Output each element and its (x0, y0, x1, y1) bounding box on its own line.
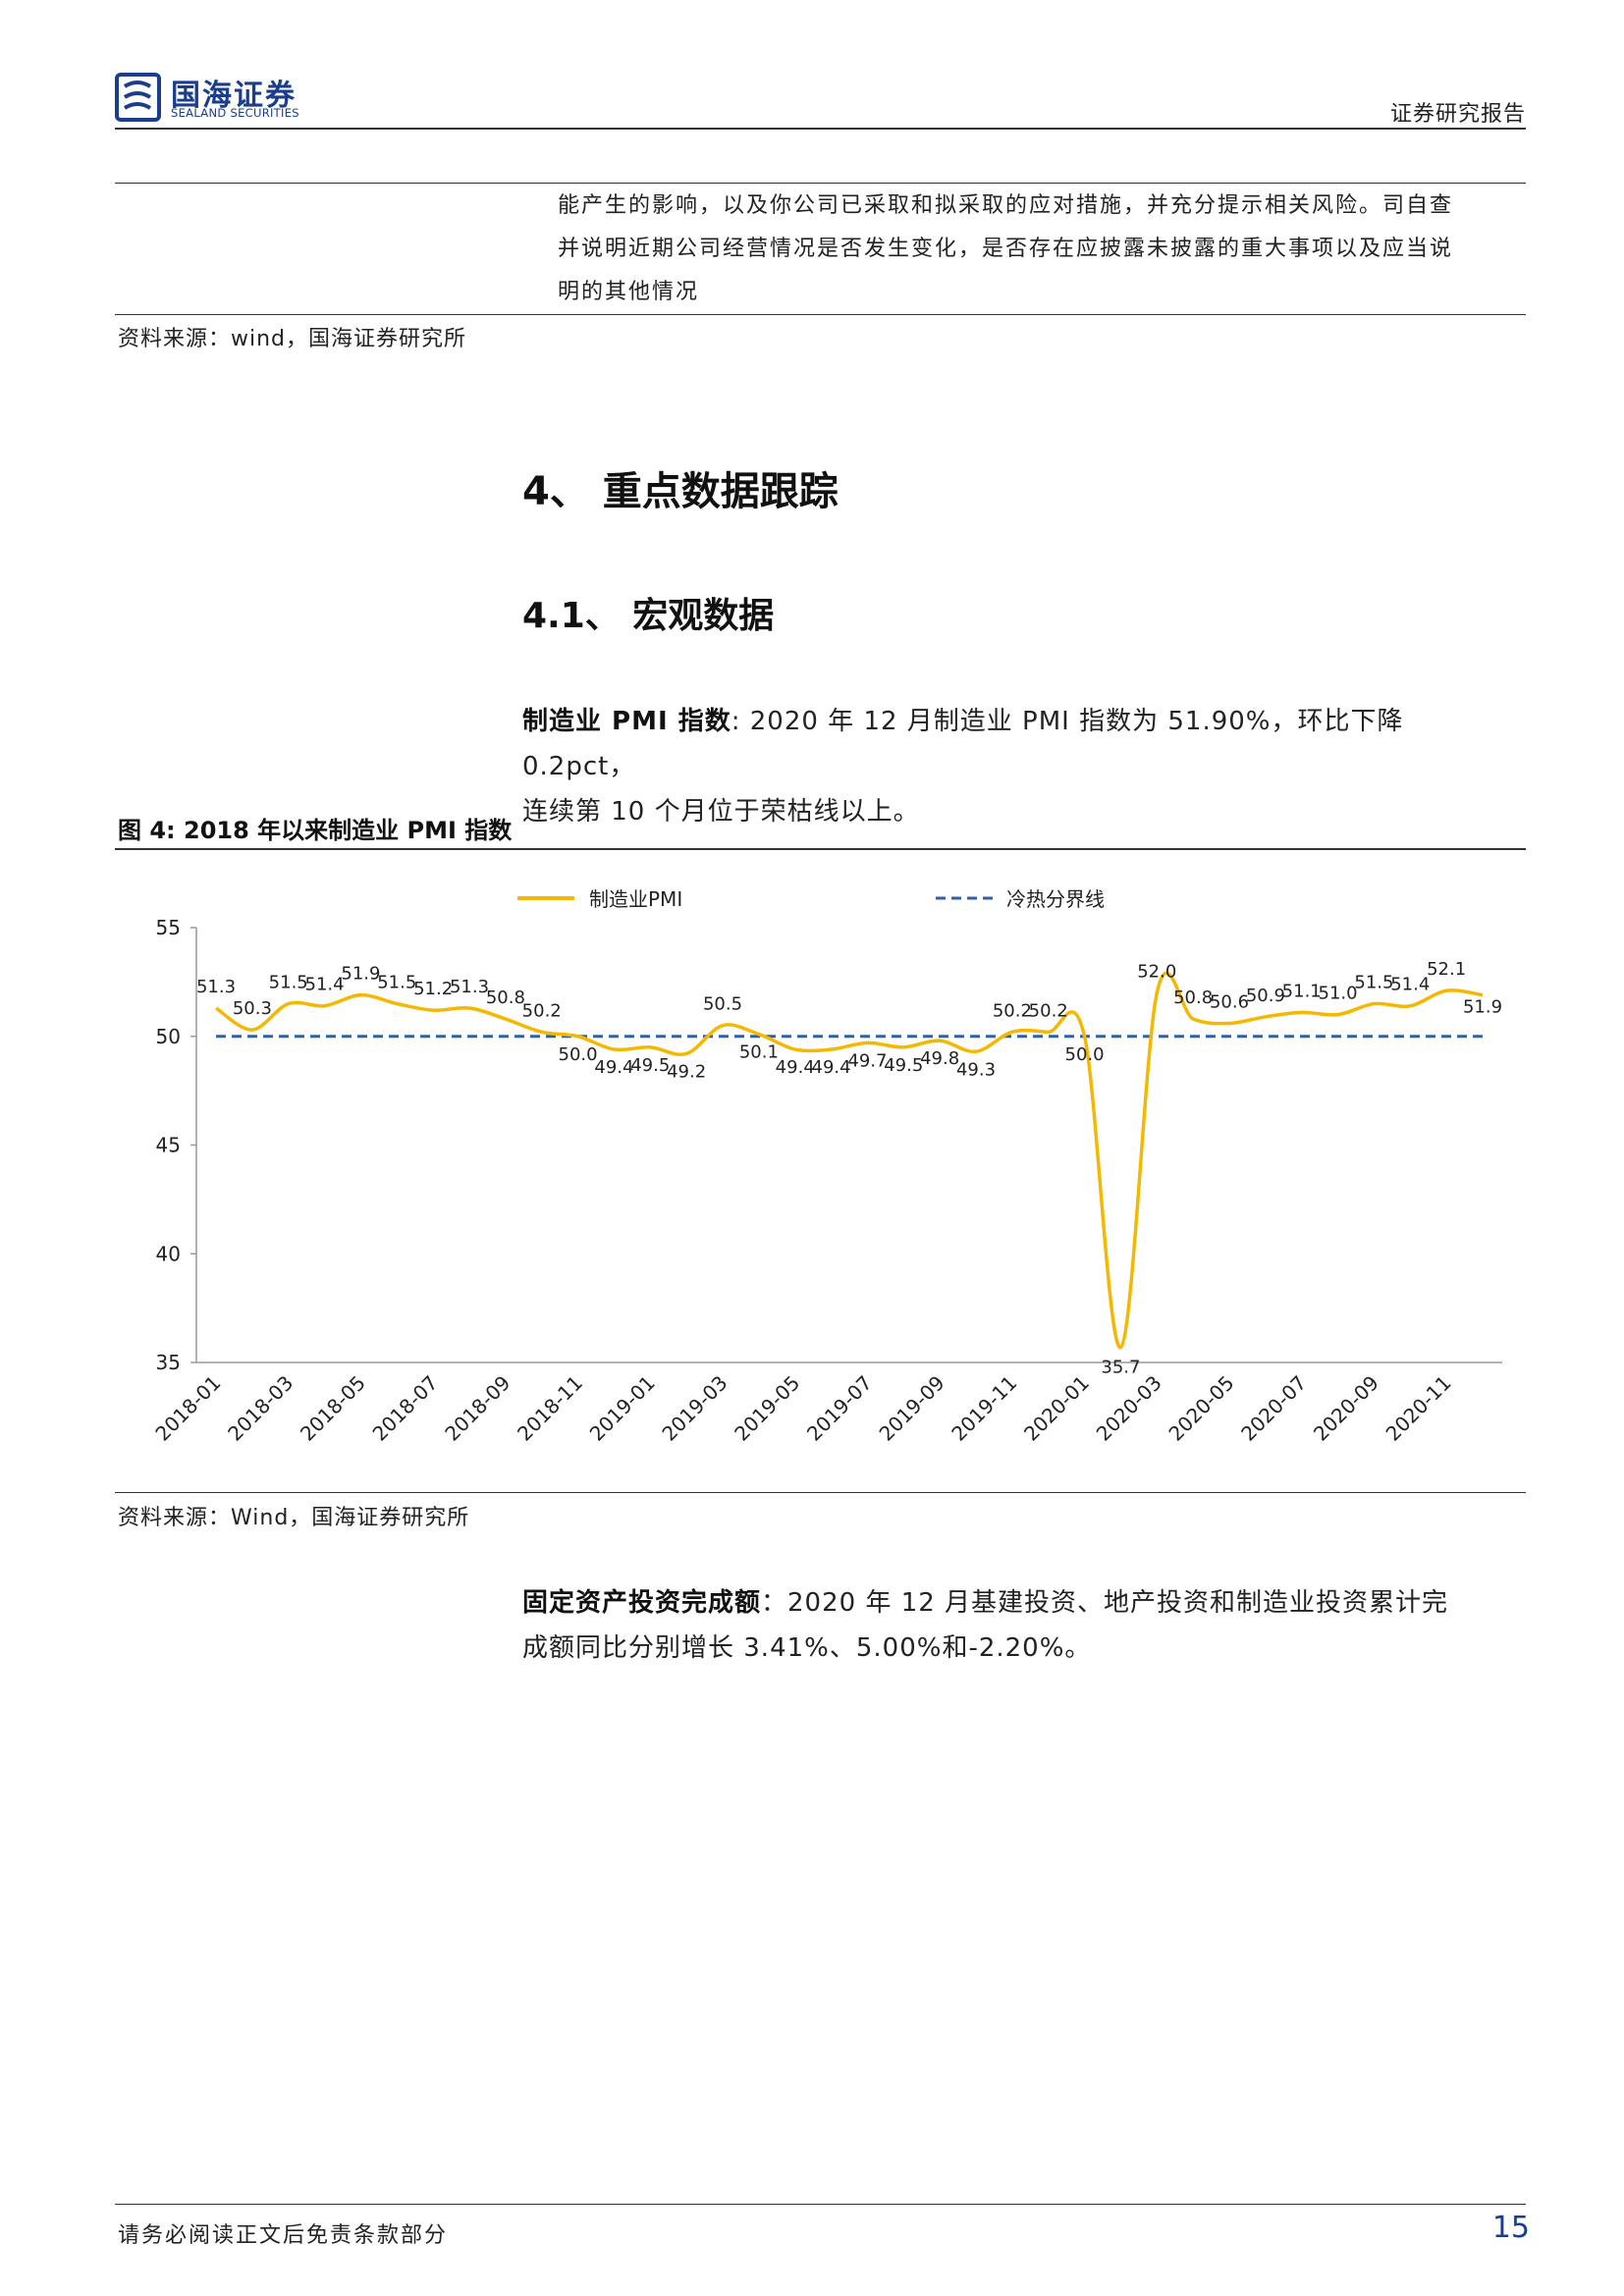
x-tick-label: 2020-07 (1236, 1371, 1311, 1446)
fai-paragraph-line-1: ：2020 年 12 月基建投资、地产投资和制造业投资累计完 (761, 1588, 1449, 1618)
data-label: 51.0 (1319, 984, 1358, 1004)
legend-label-threshold: 冷热分界线 (1006, 887, 1105, 911)
data-label: 49.5 (630, 1055, 670, 1076)
fai-paragraph: 固定资产投资完成额：2020 年 12 月基建投资、地产投资和制造业投资累计完 … (522, 1580, 1526, 1671)
x-tick-label: 2020-03 (1092, 1371, 1166, 1446)
data-label: 50.0 (1065, 1044, 1105, 1065)
data-label: 52.1 (1427, 959, 1466, 980)
data-label: 51.5 (269, 973, 308, 993)
table-source: 资料来源：wind，国海证券研究所 (118, 327, 467, 351)
data-label: 49.8 (920, 1048, 959, 1069)
report-type: 证券研究报告 (1389, 102, 1526, 127)
table-cell-line-3: 明的其他情况 (558, 280, 700, 304)
data-label: 35.7 (1101, 1357, 1140, 1377)
legend-label-pmi: 制造业PMI (589, 887, 682, 911)
y-tick-label: 35 (156, 1351, 181, 1374)
x-tick-label: 2020-01 (1019, 1371, 1094, 1446)
data-label: 49.3 (956, 1059, 996, 1080)
x-tick-label: 2019-07 (802, 1371, 877, 1446)
figure-top-rule (115, 848, 1526, 850)
data-label: 50.2 (1029, 1000, 1068, 1021)
data-label: 50.8 (486, 988, 525, 1008)
x-tick-label: 2019-03 (657, 1371, 731, 1446)
brand-logo-icon (115, 73, 161, 122)
data-label: 51.3 (196, 977, 236, 997)
pmi-paragraph: 制造业 PMI 指数: 2020 年 12 月制造业 PMI 指数为 51.90… (522, 699, 1526, 834)
data-label: 51.5 (377, 973, 416, 993)
brand-name-en: SEALAND SECURITIES (171, 106, 299, 120)
x-tick-label: 2018-03 (223, 1371, 298, 1446)
data-label: 50.1 (739, 1042, 779, 1063)
x-tick-label: 2018-01 (150, 1371, 225, 1446)
x-tick-label: 2018-09 (440, 1371, 514, 1446)
table-cell-line-1: 能产生的影响，以及你公司已采取和拟采取的应对措施，并充分提示相关风险。司自查 (558, 193, 1454, 218)
data-label: 51.2 (413, 979, 453, 999)
fai-paragraph-line-2: 成额同比分别增长 3.41%、5.00%和-2.20%。 (522, 1633, 1092, 1663)
data-label: 50.6 (1210, 991, 1249, 1012)
x-tick-label: 2019-05 (730, 1371, 804, 1446)
y-tick-label: 55 (156, 916, 181, 939)
data-label: 51.4 (305, 975, 345, 995)
pmi-paragraph-line-2: 连续第 10 个月位于荣枯线以上。 (522, 797, 920, 827)
figure-bottom-rule (115, 1492, 1526, 1493)
data-label: 51.1 (1282, 981, 1322, 1001)
brand-name-cn: 国海证券 (171, 79, 297, 113)
pmi-paragraph-line-1: : 2020 年 12 月制造业 PMI 指数为 51.90%，环比下降 0.2… (522, 707, 1404, 781)
footer-disclaimer: 请务必阅读正文后免责条款部分 (118, 2223, 449, 2248)
data-label: 49.4 (594, 1057, 633, 1078)
fai-paragraph-label: 固定资产投资完成额 (522, 1588, 762, 1618)
data-label: 50.2 (522, 1000, 562, 1021)
x-tick-label: 2020-05 (1164, 1371, 1238, 1446)
data-label: 51.9 (1463, 997, 1502, 1018)
data-label: 49.4 (776, 1057, 815, 1078)
section-heading: 4、 重点数据跟踪 (522, 469, 839, 514)
y-tick-label: 45 (156, 1134, 181, 1157)
table-cell-line-2: 并说明近期公司经营情况是否发生变化，是否存在应披露未披露的重大事项以及应当说 (558, 237, 1454, 261)
data-label: 50.9 (1246, 986, 1285, 1006)
data-label: 49.4 (812, 1057, 851, 1078)
data-label: 51.3 (450, 977, 489, 997)
x-tick-label: 2019-01 (585, 1371, 660, 1446)
x-tick-label: 2019-09 (875, 1371, 949, 1446)
x-tick-label: 2020-11 (1381, 1371, 1456, 1446)
data-label: 49.7 (847, 1050, 887, 1071)
x-tick-label: 2018-05 (296, 1371, 370, 1446)
header-rule (115, 128, 1526, 130)
data-label: 50.0 (559, 1044, 598, 1065)
figure-title: 图 4: 2018 年以来制造业 PMI 指数 (118, 817, 513, 844)
pmi-paragraph-label: 制造业 PMI 指数 (522, 707, 731, 736)
data-label: 52.0 (1137, 961, 1176, 982)
x-tick-label: 2019-11 (947, 1371, 1021, 1446)
y-tick-label: 40 (156, 1242, 181, 1265)
data-label: 50.8 (1173, 988, 1213, 1008)
data-label: 51.4 (1390, 975, 1430, 995)
data-label: 51.5 (1354, 973, 1393, 993)
data-label: 49.5 (884, 1055, 923, 1076)
page-number: 15 (1491, 2211, 1530, 2245)
data-label: 50.5 (703, 994, 742, 1015)
x-tick-label: 2020-09 (1309, 1371, 1383, 1446)
data-label: 49.2 (667, 1061, 706, 1082)
pmi-series-line (214, 971, 1484, 1350)
y-tick-label: 50 (156, 1025, 181, 1048)
figure-source: 资料来源：Wind，国海证券研究所 (118, 1506, 470, 1530)
data-label: 50.2 (993, 1000, 1032, 1021)
x-tick-label: 2018-07 (368, 1371, 443, 1446)
data-label: 50.3 (233, 998, 272, 1019)
table-bottom-rule (115, 314, 1526, 315)
subsection-heading: 4.1、 宏观数据 (522, 596, 775, 636)
footer-rule (115, 2204, 1526, 2205)
table-top-rule (115, 183, 1526, 184)
x-tick-label: 2018-11 (513, 1371, 587, 1446)
data-label: 51.9 (341, 964, 380, 985)
